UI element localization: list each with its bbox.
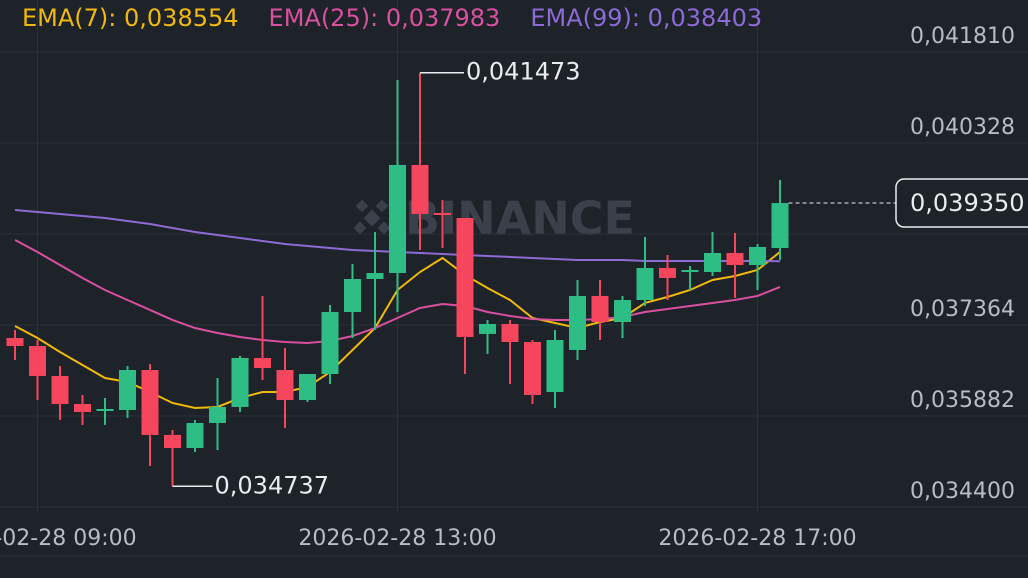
y-tick-label: 0,040328 (910, 115, 1015, 140)
candle-body (74, 403, 91, 413)
candle-body (434, 213, 451, 215)
candle-body (591, 295, 609, 322)
annotation-label: 0,034737 (215, 471, 330, 499)
candle-body (276, 370, 294, 400)
candle-body (749, 246, 766, 266)
candle-body (321, 311, 339, 374)
candle-body (389, 164, 406, 273)
candle-body (141, 370, 159, 435)
legend-item: EMA(99)0,038403 (530, 4, 762, 32)
candle-body (501, 324, 519, 343)
x-tick-label: 2026-02-28 17:00 (658, 526, 856, 551)
candle-body (186, 423, 204, 448)
candle-body (119, 370, 136, 410)
y-tick-label: 0,035882 (910, 388, 1015, 413)
candle-body (614, 300, 631, 322)
candle-body (771, 203, 789, 248)
legend-name: EMA(99) (530, 4, 647, 32)
candle-body (704, 252, 721, 273)
candle-body (546, 339, 564, 392)
legend-name: EMA(7) (22, 4, 124, 32)
y-tick-label: 0,034400 (910, 479, 1015, 504)
candle-body (479, 324, 496, 334)
legend-value: 0,038403 (647, 4, 763, 32)
y-tick-label: 0,041810 (910, 24, 1015, 49)
candle-body (6, 338, 24, 346)
candle-body (51, 375, 69, 404)
watermark-text: BINANCE (405, 192, 635, 246)
candle-body (636, 267, 654, 301)
legend-item: EMA(25)0,037983 (269, 4, 501, 32)
legend: EMA(7)0,038554EMA(25)0,037983EMA(99)0,03… (22, 4, 762, 32)
legend-name: EMA(25) (269, 4, 386, 32)
last-price-box (895, 178, 1028, 228)
candle-body (726, 252, 744, 266)
candle-body (411, 164, 429, 214)
last-price-label: 0,039350 (910, 189, 1025, 217)
candle-body (659, 267, 676, 278)
candle-body (209, 406, 226, 423)
ema-line (14, 239, 781, 344)
candle-body (524, 342, 541, 395)
candle-body (254, 357, 271, 368)
x-tick-label: 2026-02-28 09:00 (0, 526, 137, 551)
y-tick-label: 0,037364 (910, 297, 1015, 322)
candle-body (96, 409, 114, 411)
candle-body (681, 269, 699, 273)
candle-body (164, 434, 181, 448)
candle-body (299, 374, 316, 400)
legend-value: 0,037983 (385, 4, 501, 32)
candle-body (344, 279, 361, 312)
legend-value: 0,038554 (124, 4, 239, 32)
candle-body (569, 295, 586, 350)
candle-body (456, 217, 474, 337)
annotation-label: 0,041473 (466, 58, 581, 86)
candle-body (29, 346, 46, 376)
candle-body (366, 272, 384, 280)
x-tick-label: 2026-02-28 13:00 (298, 526, 496, 551)
candle-body (231, 357, 249, 407)
legend-item: EMA(7)0,038554 (22, 4, 239, 32)
